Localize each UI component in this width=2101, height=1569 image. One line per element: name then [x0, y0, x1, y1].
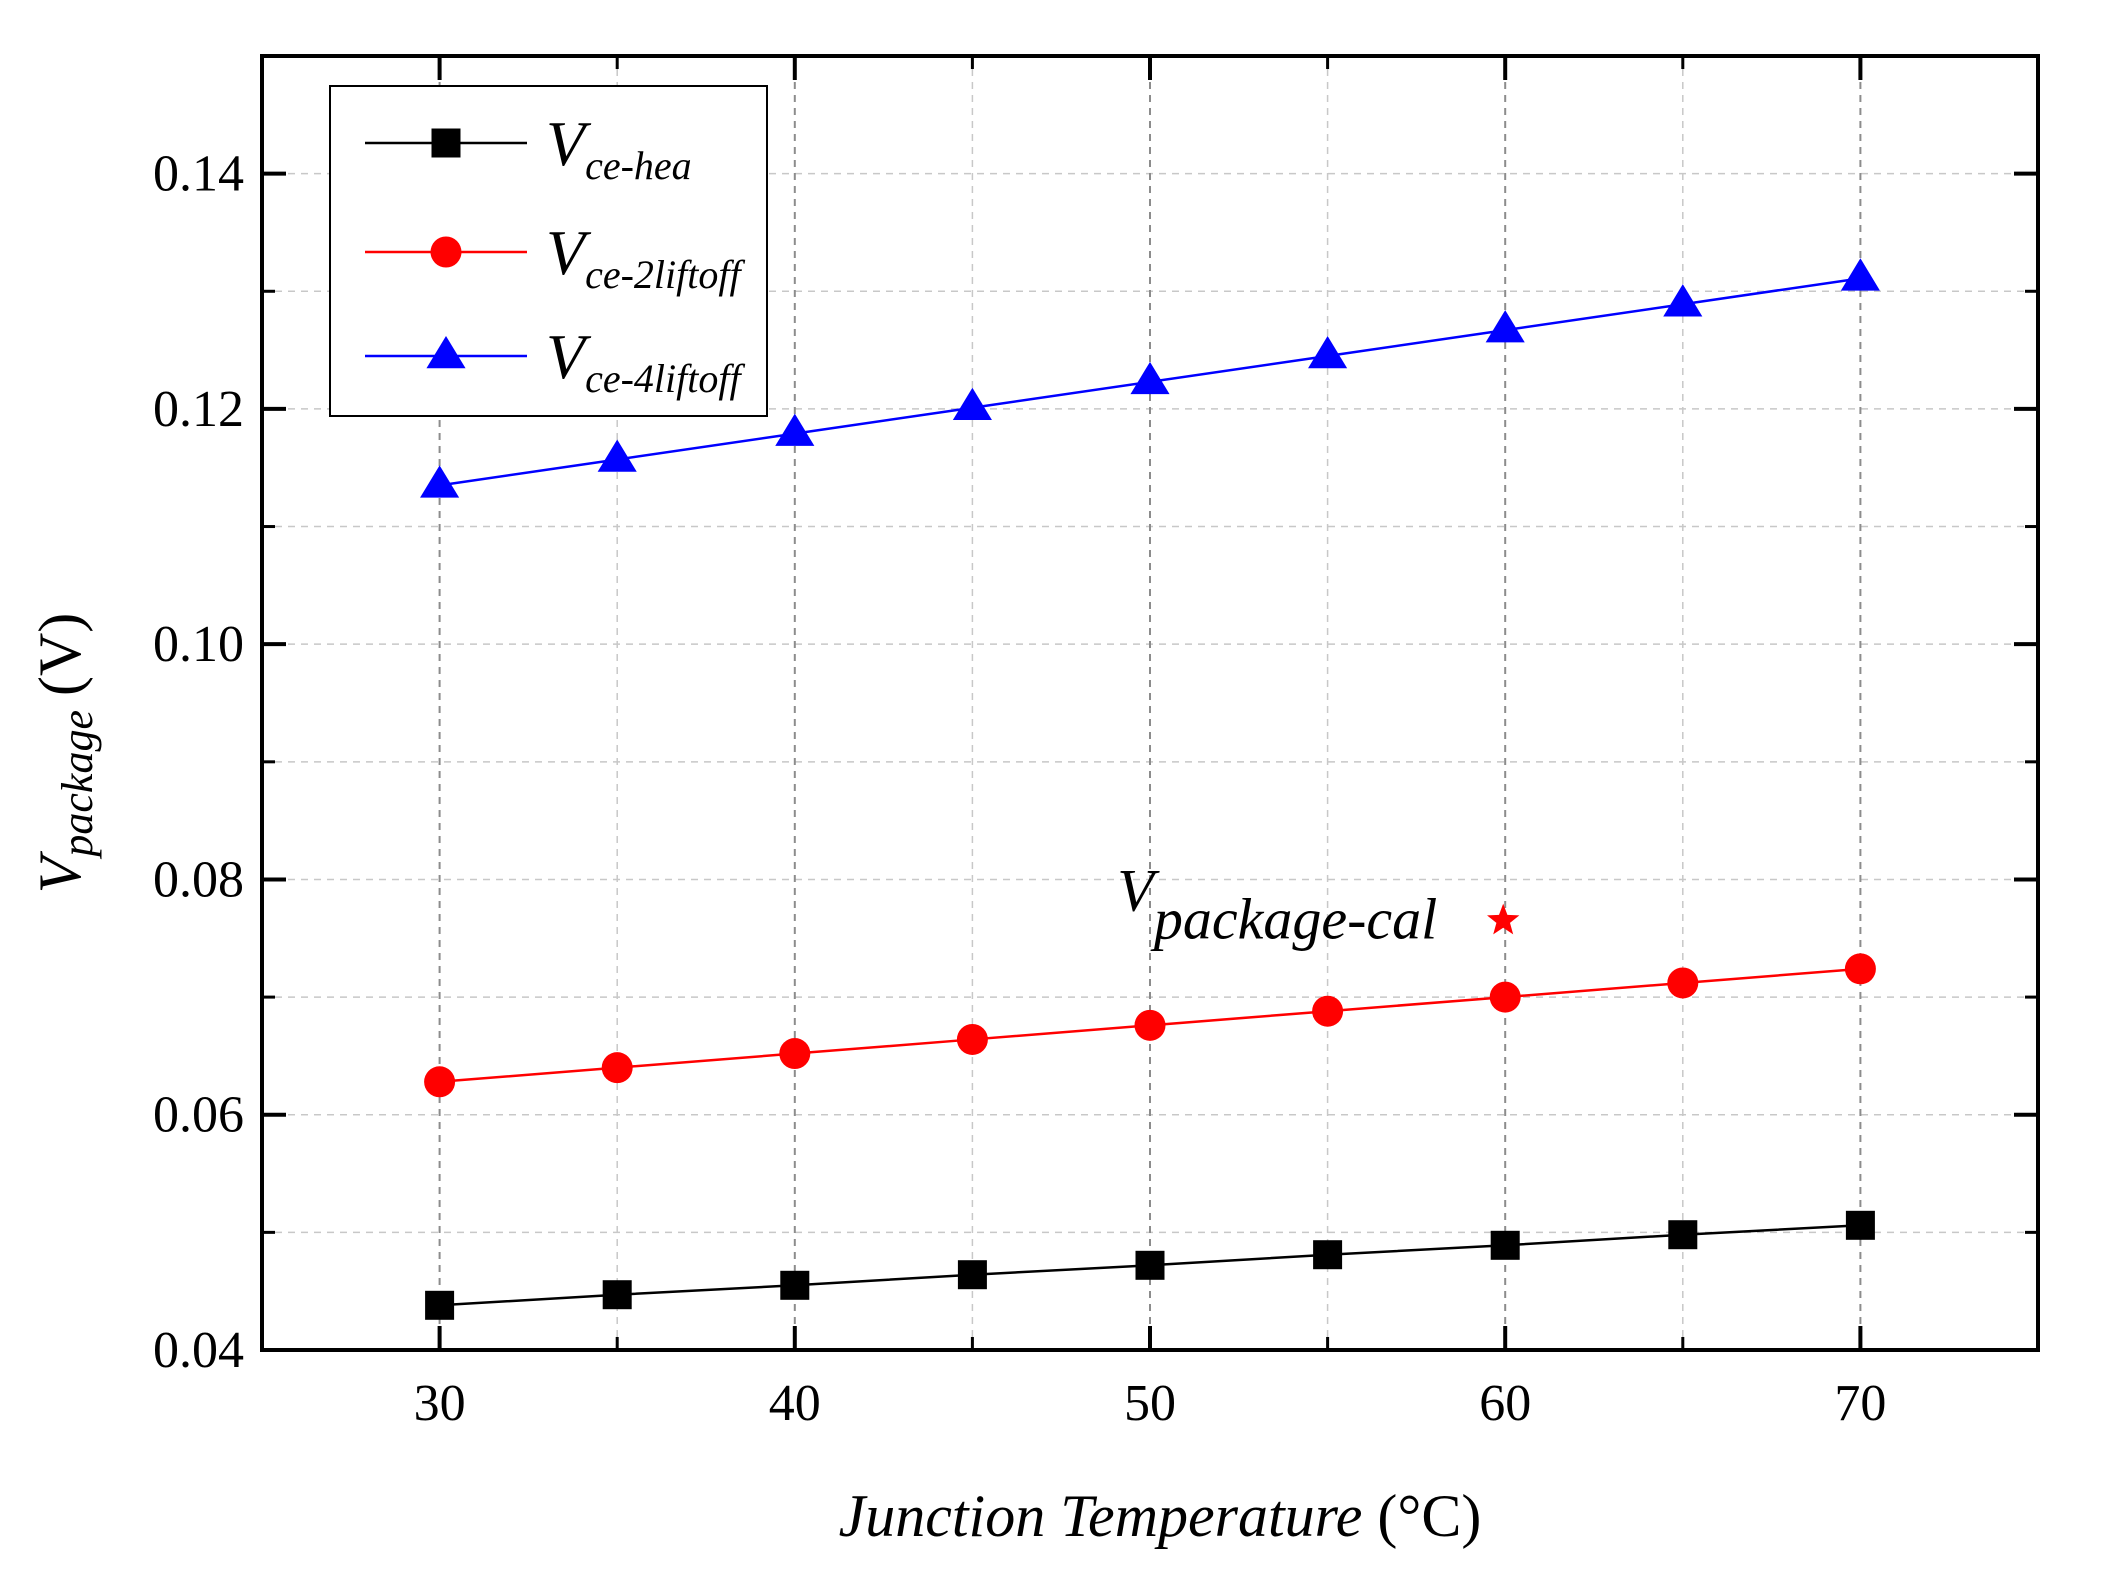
data-point-square: [1845, 1210, 1875, 1240]
data-point-square: [1668, 1220, 1698, 1250]
annotation-layer: Vpackage-cal: [1117, 858, 1520, 952]
data-point-triangle: [1663, 284, 1703, 317]
legend-item-ce-hea: Vce-hea: [365, 108, 692, 188]
data-point-circle: [424, 1066, 456, 1098]
data-point-triangle: [1485, 310, 1525, 343]
legend-marker-square: [431, 128, 461, 158]
data-point-circle: [1489, 981, 1521, 1013]
series-ce-2liftoff: [424, 953, 1876, 1098]
y-tick-label: 0.12: [153, 381, 244, 438]
svg-text:Vpackage(V): Vpackage (V): [27, 613, 102, 894]
series-ce-hea: [425, 1210, 1875, 1320]
annotation-label-main: V: [1117, 858, 1160, 924]
legend-label: Vce-2liftoff: [546, 217, 745, 297]
grid: [262, 56, 2038, 1350]
svg-text:Junction Temperature (°C): Junction Temperature (°C): [839, 1483, 1482, 1549]
annotation-star-marker: [1487, 903, 1520, 935]
y-axis-title-main: V: [27, 850, 93, 893]
series-ce-4liftoff: [420, 258, 1880, 498]
legend-label-main: V: [546, 321, 592, 392]
data-point-circle: [1844, 953, 1876, 985]
data-point-triangle: [597, 439, 637, 472]
y-tick-label: 0.04: [153, 1322, 244, 1379]
x-axis-title: Junction Temperature (°C): [839, 1483, 1482, 1549]
data-point-square: [780, 1270, 810, 1300]
legend-label-sub: ce-2liftoff: [585, 252, 745, 297]
y-tick-label: 0.08: [153, 851, 244, 908]
x-tick-label: 30: [414, 1375, 466, 1432]
data-point-triangle: [1840, 258, 1880, 291]
legend-label: Vce-4liftoff: [546, 321, 745, 401]
legend-item-ce-4liftoff: Vce-4liftoff: [365, 321, 745, 401]
y-axis-title-sub: package: [53, 710, 102, 860]
y-tick-label: 0.06: [153, 1087, 244, 1144]
y-axis-title: Vpackage (V): [27, 613, 102, 894]
series-layer: [420, 258, 1880, 1320]
data-point-square: [1490, 1230, 1520, 1260]
data-point-triangle: [420, 465, 460, 498]
data-point-square: [1135, 1250, 1165, 1280]
legend-marker-triangle: [426, 335, 466, 369]
legend-marker-circle: [430, 236, 462, 268]
legend-label: Vce-hea: [546, 108, 692, 188]
annotation-label: Vpackage-cal: [1117, 858, 1437, 952]
x-tick-label: 50: [1124, 1375, 1176, 1432]
data-point-square: [425, 1290, 455, 1320]
legend-label-sub: ce-hea: [585, 143, 692, 188]
data-point-circle: [1312, 995, 1344, 1027]
data-point-triangle: [1308, 335, 1348, 369]
x-tick-label: 60: [1479, 1375, 1531, 1432]
data-point-triangle: [952, 387, 992, 421]
data-point-square: [957, 1260, 987, 1290]
data-point-circle: [956, 1023, 988, 1055]
legend-label-sub: ce-4liftoff: [585, 356, 745, 401]
data-point-circle: [1667, 967, 1699, 999]
x-tick-label: 70: [1834, 1375, 1886, 1432]
x-tick-label: 40: [769, 1375, 821, 1432]
y-tick-label: 0.10: [153, 616, 244, 673]
legend-label-main: V: [546, 108, 592, 179]
data-point-circle: [1134, 1009, 1166, 1041]
y-tick-label: 0.14: [153, 146, 244, 203]
x-axis-title-text: Junction Temperature: [839, 1483, 1363, 1549]
data-point-circle: [601, 1052, 633, 1084]
y-axis-unit: (V): [27, 613, 93, 696]
data-point-square: [602, 1280, 632, 1310]
x-axis-unit: (°C): [1377, 1483, 1481, 1549]
data-point-triangle: [1130, 361, 1170, 395]
annotation-label-sub: package-cal: [1150, 887, 1437, 952]
legend-item-ce-2liftoff: Vce-2liftoff: [365, 217, 745, 297]
data-point-triangle: [775, 413, 815, 446]
legend-label-main: V: [546, 217, 592, 288]
data-point-circle: [779, 1038, 811, 1070]
data-point-square: [1313, 1240, 1343, 1270]
axis-ticks: 0.04 0.06 0.08 0.10 0.12 0.14 30 40 50 60 70: [153, 56, 2038, 1432]
